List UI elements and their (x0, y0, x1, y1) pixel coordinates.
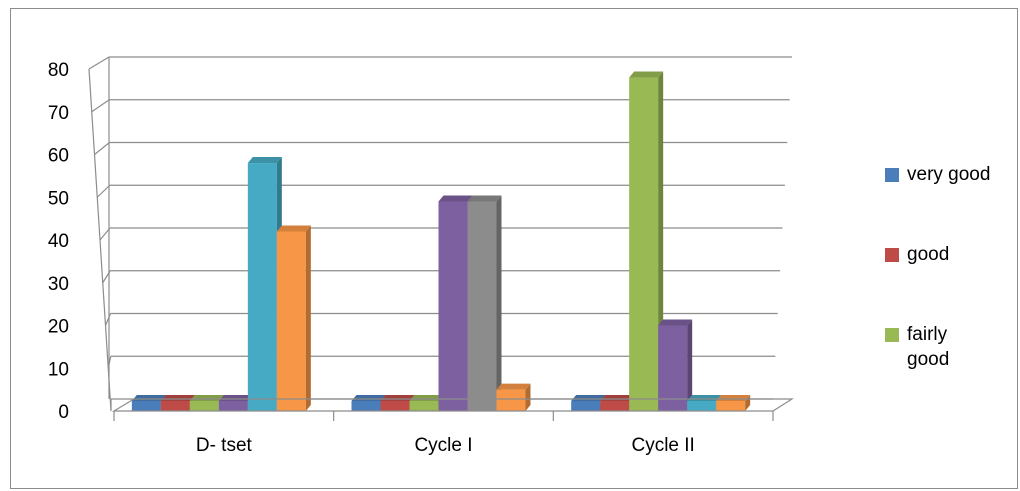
axis-layer: 0 10 20 30 40 50 60 70 80 D- tset Cycle I Cycle II (48, 60, 795, 456)
gridline-side (91, 99, 110, 113)
bar (716, 395, 751, 411)
bar (600, 395, 635, 411)
y-tick-label: 30 (48, 274, 69, 295)
chart-frame: 0 10 20 30 40 50 60 70 80 D- tset Cycle I Cycle II … (10, 8, 1018, 489)
bar (687, 395, 722, 411)
legend-item: good (885, 244, 949, 265)
bar (658, 319, 693, 411)
gridline-side (99, 227, 111, 241)
y-tick-label: 0 (58, 402, 69, 423)
x-category-label: Cycle I (414, 435, 472, 456)
gridline-side (104, 313, 112, 326)
bars-layer (131, 71, 751, 412)
y-tick-label: 50 (48, 188, 69, 209)
bar (247, 157, 282, 411)
legend: very good good fairly good (885, 164, 990, 370)
bar (571, 395, 606, 411)
bar (409, 395, 444, 411)
legend-swatch (885, 328, 899, 342)
gridline-side (88, 56, 110, 70)
bar (467, 195, 502, 411)
legend-label: good (907, 244, 949, 265)
legend-label: fairly good (907, 324, 949, 370)
y-tick-label: 70 (48, 103, 69, 124)
y-tick-label: 80 (48, 60, 69, 81)
bar (380, 395, 415, 411)
gridline-side (96, 184, 111, 198)
legend-item: fairly good (885, 324, 949, 370)
bar (131, 395, 166, 411)
y-tick-label: 10 (48, 359, 69, 380)
bar (351, 395, 386, 411)
bar (160, 395, 195, 411)
y-tick-label: 40 (48, 231, 69, 252)
bar (218, 395, 253, 411)
bar (438, 195, 473, 411)
x-category-label: D- tset (196, 435, 253, 456)
bar (496, 383, 531, 411)
legend-item: very good (885, 164, 990, 185)
bar (276, 225, 311, 411)
y-tick-label: 20 (48, 317, 69, 338)
legend-swatch (885, 248, 899, 262)
x-category-label: Cycle II (631, 435, 694, 456)
y-axis-line (88, 68, 112, 412)
bar (189, 395, 224, 411)
legend-label: very good (907, 164, 990, 185)
gridline-side (94, 142, 110, 155)
legend-swatch (885, 168, 899, 182)
y-tick-label: 60 (48, 146, 69, 167)
bar (629, 71, 664, 412)
